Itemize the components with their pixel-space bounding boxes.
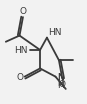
Text: O: O: [16, 73, 23, 82]
Text: N: N: [57, 73, 64, 82]
Text: N: N: [57, 73, 64, 82]
Text: O: O: [59, 80, 66, 89]
Text: HN: HN: [15, 46, 28, 55]
Text: H: H: [57, 81, 64, 90]
Text: O: O: [19, 7, 26, 16]
Text: HN: HN: [48, 28, 62, 37]
Text: H: H: [57, 79, 63, 88]
